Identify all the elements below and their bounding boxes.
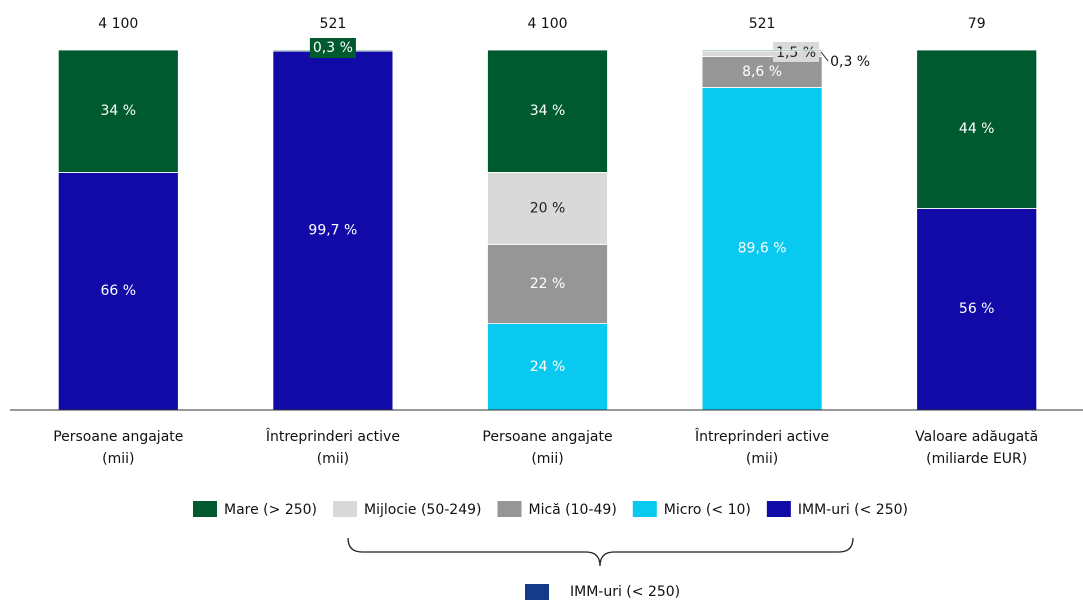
bar-segment [701,49,823,52]
legend-label: Micro (< 10) [664,502,751,518]
x-tick-label: Persoane angajate [482,429,612,445]
x-tick-label: (mii) [531,451,563,467]
value-label: 34 % [530,103,566,119]
value-label: 22 % [530,276,566,292]
bar-segment [57,49,179,173]
legend-label: Mijlocie (50-249) [364,502,481,518]
legend-swatch [632,501,657,517]
legend-swatch [193,501,217,517]
total-label: 521 [749,16,776,32]
legend-swatch [333,501,357,517]
value-label: 24 % [530,359,566,375]
bar-segment [916,49,1038,209]
label-box [309,38,356,58]
value-label: 99,7 % [308,223,357,239]
value-label: 0,3 % [830,54,870,70]
x-tick-label: Persoane angajate [53,429,183,445]
value-label: 0,3 % [313,40,353,56]
value-label: 34 % [101,103,137,119]
total-label: 4 100 [527,16,567,32]
bracket-swatch [525,584,549,600]
label-box [773,42,820,62]
value-label: 56 % [959,301,995,317]
bar-segment [487,323,608,411]
bracket [347,537,854,567]
bracket-label: IMM-uri (< 250) [570,584,680,600]
x-tick-label: (mii) [746,451,778,467]
legend-swatch [766,501,791,517]
bar-segment [57,171,179,411]
value-label: 44 % [959,121,995,137]
total-label: 521 [320,16,347,32]
total-label: 79 [968,16,986,32]
x-tick-label: Întreprinderi active [694,427,829,445]
x-tick-label: (mii) [317,451,349,467]
value-label: 8,6 % [742,64,782,80]
legend-label: Mică (10-49) [528,502,616,518]
x-tick-label: (miliarde EUR) [926,451,1027,467]
x-tick-label: Valoare adăugată [915,429,1038,445]
x-tick-label: Întreprinderi active [265,427,400,445]
legend-swatch [497,501,522,517]
value-label: 66 % [101,283,137,299]
x-tick-label: (mii) [102,451,134,467]
value-label: 89,6 % [738,241,787,257]
legend-label: Mare (> 250) [224,502,317,518]
legend-label: IMM-uri (< 250) [798,502,908,518]
leader-line [820,51,829,62]
bar-segment [487,49,608,173]
total-label: 4 100 [98,16,138,32]
value-label: 1,5 % [776,45,816,61]
value-label: 20 % [530,200,566,216]
